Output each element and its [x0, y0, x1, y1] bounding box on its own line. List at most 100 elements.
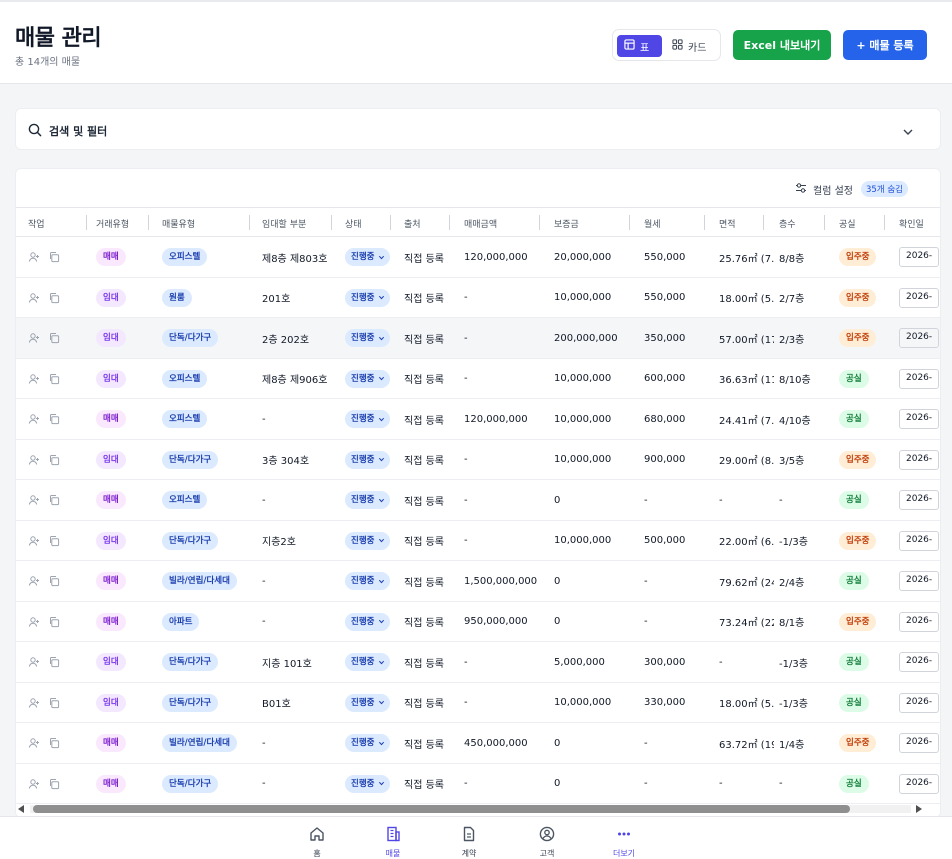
column-header[interactable]: 상태 — [345, 220, 362, 230]
horizontal-scrollbar[interactable] — [15, 803, 926, 814]
status-dropdown[interactable]: 진행중 — [345, 450, 391, 469]
column-divider[interactable] — [704, 215, 705, 230]
nav-item-more[interactable]: 더보기 — [599, 825, 649, 859]
confirm-date-input[interactable]: 2026- — [899, 368, 939, 389]
confirm-date-input[interactable]: 2026- — [899, 409, 939, 429]
table-row[interactable]: 매매 오피스텔 - 진행중 직접 등록 120,000,000 10,000,000 680,… — [16, 399, 940, 440]
assign-customer-icon[interactable] — [28, 292, 40, 304]
copy-icon[interactable] — [48, 697, 60, 709]
table-row[interactable]: 매매 아파트 - 진행중 직접 등록 950,000,000 0 - 73.24㎡ (22.15… — [16, 602, 940, 642]
column-divider[interactable] — [824, 215, 825, 230]
assign-customer-icon[interactable] — [28, 616, 40, 628]
copy-icon[interactable] — [48, 292, 60, 304]
copy-icon[interactable] — [48, 413, 60, 425]
column-header[interactable]: 월세 — [644, 220, 661, 230]
column-header[interactable]: 면적 — [719, 220, 736, 230]
table-row[interactable]: 매매 오피스텔 제8층 제803호 진행중 직접 등록 120,000,000 20,000… — [16, 237, 940, 278]
confirm-date-input[interactable]: 2026- — [899, 773, 939, 794]
assign-customer-icon[interactable] — [28, 778, 40, 790]
assign-customer-icon[interactable] — [28, 413, 40, 425]
column-header[interactable]: 임대할 부분 — [262, 220, 307, 230]
scroll-right-arrow[interactable] — [916, 805, 922, 813]
status-dropdown[interactable]: 진행중 — [345, 248, 391, 266]
status-dropdown[interactable]: 진행중 — [345, 329, 391, 347]
status-dropdown[interactable]: 진행중 — [345, 288, 391, 307]
confirm-date-input[interactable]: 2026- — [899, 247, 939, 267]
column-divider[interactable] — [884, 215, 885, 230]
copy-icon[interactable] — [48, 575, 60, 587]
assign-customer-icon[interactable] — [28, 332, 40, 344]
table-row[interactable]: 매매 오피스텔 - 진행중 직접 등록 - 0 - - - 공실 2026- — [16, 480, 940, 521]
column-header[interactable]: 매매금액 — [464, 220, 498, 230]
column-divider[interactable] — [629, 215, 630, 230]
confirm-date-input[interactable]: 2026- — [899, 328, 939, 348]
column-header[interactable]: 매물유형 — [162, 220, 196, 230]
column-divider[interactable] — [86, 215, 87, 230]
confirm-date-input[interactable]: 2026- — [899, 530, 939, 551]
table-row[interactable]: 매매 단독/다가구 - 진행중 직접 등록 - 0 - - - 공실 2026- — [16, 764, 940, 804]
table-view-button[interactable]: 표 — [617, 35, 662, 57]
confirm-date-input[interactable]: 2026- — [899, 733, 939, 753]
confirm-date-input[interactable]: 2026- — [899, 449, 939, 470]
column-divider[interactable] — [331, 215, 332, 230]
confirm-date-input[interactable]: 2026- — [899, 571, 939, 591]
copy-icon[interactable] — [48, 656, 60, 668]
table-row[interactable]: 임대 오피스텔 제8층 제906호 진행중 직접 등록 - 10,000,000 600,00… — [16, 359, 940, 399]
copy-icon[interactable] — [48, 332, 60, 344]
confirm-date-input[interactable]: 2026- — [899, 490, 939, 510]
column-settings-button[interactable]: 컬럼 설정 35개 숨김 — [795, 181, 908, 197]
nav-item-document[interactable]: 계약 — [444, 825, 494, 859]
column-header[interactable]: 출처 — [404, 220, 421, 230]
assign-customer-icon[interactable] — [28, 575, 40, 587]
excel-export-button[interactable]: Excel 내보내기 — [733, 30, 831, 60]
column-divider[interactable] — [249, 215, 250, 230]
assign-customer-icon[interactable] — [28, 656, 40, 668]
card-view-button[interactable]: 카드 — [665, 35, 717, 57]
assign-customer-icon[interactable] — [28, 494, 40, 506]
column-divider[interactable] — [539, 215, 540, 230]
assign-customer-icon[interactable] — [28, 373, 40, 385]
nav-item-building[interactable]: 매물 — [368, 825, 418, 859]
assign-customer-icon[interactable] — [28, 454, 40, 466]
column-divider[interactable] — [763, 215, 764, 230]
chevron-down-icon[interactable] — [902, 123, 914, 142]
status-dropdown[interactable]: 진행중 — [345, 653, 391, 671]
add-listing-button[interactable]: + 매물 등록 — [843, 30, 927, 60]
status-dropdown[interactable]: 진행중 — [345, 531, 391, 550]
table-row[interactable]: 임대 단독/다가구 3층 304호 진행중 직접 등록 - 10,000,000 900,00… — [16, 440, 940, 480]
table-row[interactable]: 매매 빌라/연립/다세대 - 진행중 직접 등록 1,500,000,000 0 - 79.62… — [16, 561, 940, 602]
assign-customer-icon[interactable] — [28, 535, 40, 547]
status-dropdown[interactable]: 진행중 — [345, 612, 391, 631]
confirm-date-input[interactable]: 2026- — [899, 611, 939, 632]
column-header[interactable]: 층수 — [779, 220, 796, 230]
confirm-date-input[interactable]: 2026- — [899, 692, 939, 713]
table-row[interactable]: 매매 빌라/연립/다세대 - 진행중 직접 등록 450,000,000 0 - 63.72㎡ … — [16, 723, 940, 764]
assign-customer-icon[interactable] — [28, 697, 40, 709]
table-row[interactable]: 임대 단독/다가구 B01호 진행중 직접 등록 - 10,000,000 330,000 18… — [16, 683, 940, 723]
status-dropdown[interactable]: 진행중 — [345, 572, 391, 590]
search-filter-panel[interactable]: 검색 및 필터 — [15, 108, 941, 150]
scroll-left-arrow[interactable] — [18, 805, 24, 813]
status-dropdown[interactable]: 진행중 — [345, 693, 391, 712]
table-row[interactable]: 임대 단독/다가구 지층2호 진행중 직접 등록 - 10,000,000 500,000 22… — [16, 521, 940, 561]
copy-icon[interactable] — [48, 778, 60, 790]
scroll-thumb[interactable] — [33, 805, 850, 813]
copy-icon[interactable] — [48, 535, 60, 547]
column-header[interactable]: 작업 — [28, 220, 45, 230]
status-dropdown[interactable]: 진행중 — [345, 774, 391, 793]
column-header[interactable]: 보증금 — [554, 220, 579, 230]
copy-icon[interactable] — [48, 494, 60, 506]
status-dropdown[interactable]: 진행중 — [345, 369, 391, 388]
status-dropdown[interactable]: 진행중 — [345, 410, 391, 428]
copy-icon[interactable] — [48, 251, 60, 263]
column-header[interactable]: 확인일 — [899, 220, 924, 230]
table-row[interactable]: 임대 단독/다가구 2층 202호 진행중 직접 등록 - 200,000,000 350,0… — [16, 318, 940, 359]
copy-icon[interactable] — [48, 454, 60, 466]
column-header[interactable]: 공실 — [839, 220, 856, 230]
assign-customer-icon[interactable] — [28, 737, 40, 749]
nav-item-user-circle[interactable]: 고객 — [522, 825, 572, 859]
table-row[interactable]: 임대 단독/다가구 지층 101호 진행중 직접 등록 - 5,000,000 300,000… — [16, 642, 940, 683]
confirm-date-input[interactable]: 2026- — [899, 652, 939, 672]
column-divider[interactable] — [148, 215, 149, 230]
copy-icon[interactable] — [48, 737, 60, 749]
